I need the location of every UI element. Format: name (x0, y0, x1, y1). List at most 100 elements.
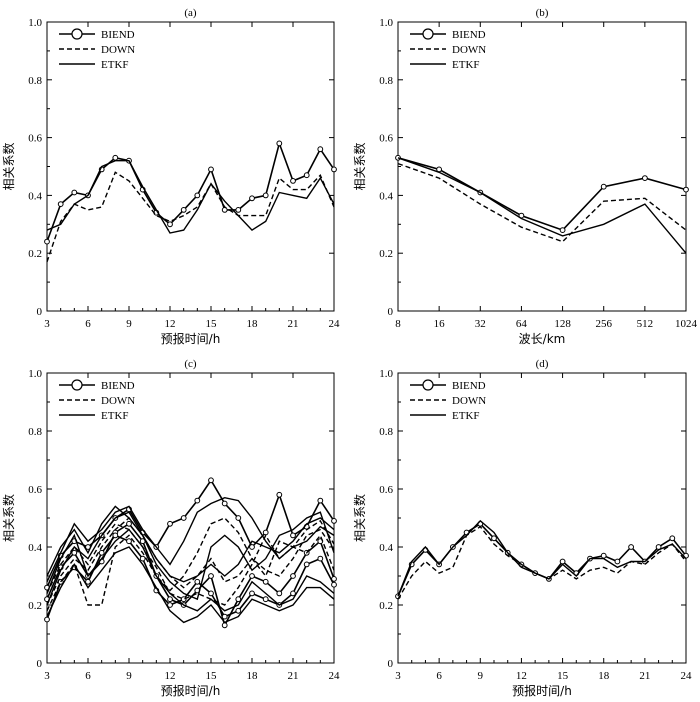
data-point-marker (290, 590, 296, 597)
data-point-marker (262, 578, 269, 585)
legend-label: DOWN (452, 395, 486, 407)
x-tick-label: 9 (478, 670, 484, 682)
data-point-marker (85, 578, 91, 585)
x-tick-label: 3 (44, 318, 50, 330)
series-line-etkf (46, 496, 335, 583)
x-tick-label: 15 (206, 318, 218, 330)
x-tick-label: 21 (639, 670, 650, 682)
series-line-etkf (397, 157, 687, 254)
chart-panel-b: 0 0.2 0.4 0.6 0.8 1.0 8 16 32 64 128 256 512 1024 (b) 波… (352, 7, 698, 346)
y-axis-label: 相关系数 (352, 494, 367, 542)
data-point-marker (71, 549, 78, 556)
data-point-marker (98, 549, 105, 556)
data-point-marker (600, 552, 607, 559)
x-tick-label: 9 (126, 670, 132, 682)
series-line-down (46, 517, 335, 612)
chart-panel-a: 0 0.2 0.4 0.6 0.8 1.0 3 6 9 12 15 18 21 24 (a) 预报时间/h 相关… (1, 7, 340, 346)
y-axis-label: 相关系数 (1, 494, 16, 542)
x-axis-label: 波长/km (519, 332, 566, 346)
legend-label: BIEND (452, 29, 486, 41)
y-axis-label: 相关系数 (1, 142, 16, 190)
data-point-marker (669, 535, 676, 542)
x-tick-label: 6 (85, 670, 91, 682)
series-line-down (46, 171, 335, 263)
data-point-marker (317, 497, 324, 504)
data-point-marker (290, 178, 296, 184)
data-point-marker (57, 201, 64, 208)
legend-label: BIEND (452, 380, 486, 392)
data-point-marker (126, 520, 132, 527)
data-point-marker (235, 207, 242, 213)
y-tick-label: 0 (37, 658, 43, 670)
y-tick-label: 1.0 (379, 17, 393, 29)
x-tick-label: 16 (434, 318, 446, 330)
legend-label: ETKF (101, 59, 129, 71)
y-tick-label: 0 (37, 306, 43, 318)
data-point-marker (208, 166, 214, 173)
x-tick-label: 8 (395, 318, 401, 330)
data-point-marker (112, 532, 119, 539)
legend-marker (71, 28, 83, 40)
data-point-marker (642, 175, 648, 182)
data-point-marker (290, 532, 296, 539)
data-point-marker (331, 518, 337, 524)
data-point-marker (112, 154, 119, 161)
series-line-down (397, 162, 687, 243)
legend-label: BIEND (101, 29, 135, 41)
y-tick-label: 0 (388, 658, 394, 670)
x-tick-label: 21 (288, 670, 299, 682)
legend-marker (422, 28, 434, 40)
data-point-marker (317, 555, 324, 562)
panel-title: (b) (536, 7, 549, 19)
series-line-etkf (397, 519, 687, 597)
data-point-marker (126, 538, 132, 545)
legend-label: DOWN (452, 44, 486, 56)
data-point-marker (180, 515, 187, 521)
x-axis-label: 预报时间/h (161, 683, 221, 698)
x-axis-label: 预报时间/h (512, 683, 572, 698)
legend-label: DOWN (101, 44, 135, 56)
x-tick-label: 1024 (675, 318, 698, 330)
series-line-etkf (46, 511, 335, 606)
data-point-marker (249, 544, 255, 550)
data-point-marker (249, 573, 255, 579)
data-point-marker (194, 497, 201, 504)
data-point-marker (235, 596, 242, 603)
y-tick-label: 0.4 (379, 190, 393, 202)
x-tick-label: 18 (247, 670, 259, 682)
data-point-marker (167, 602, 173, 608)
chart-panel-c: 0 0.2 0.4 0.6 0.8 1.0 3 6 9 12 15 18 21 24 (c) 预报时间/h 相关… (1, 358, 340, 698)
data-point-marker (221, 207, 228, 213)
y-tick-label: 0 (388, 306, 394, 318)
data-point-marker (614, 558, 621, 565)
x-tick-label: 12 (165, 318, 176, 330)
legend-marker (71, 379, 83, 391)
data-point-marker (221, 622, 228, 629)
y-tick-label: 0.4 (28, 190, 42, 202)
data-point-marker (303, 561, 310, 568)
y-axis-label: 相关系数 (352, 142, 367, 190)
data-point-marker (262, 596, 269, 603)
data-point-marker (331, 581, 337, 588)
y-tick-label: 0.8 (379, 426, 393, 438)
x-tick-label: 3 (44, 670, 50, 682)
series-line-etkf (46, 546, 335, 624)
panel-title: (c) (184, 358, 197, 370)
legend-label: DOWN (101, 395, 135, 407)
y-tick-label: 0.2 (379, 248, 393, 260)
y-tick-label: 0.2 (28, 248, 42, 260)
data-point-marker (208, 477, 214, 484)
data-point-marker (167, 520, 173, 527)
series-line-biend (46, 478, 335, 588)
x-tick-label: 9 (126, 318, 132, 330)
x-tick-label: 32 (475, 318, 486, 330)
y-tick-label: 0.6 (379, 484, 393, 496)
data-point-marker (139, 555, 146, 562)
data-point-marker (290, 573, 296, 579)
x-tick-label: 18 (598, 670, 610, 682)
y-tick-label: 0.6 (379, 133, 393, 145)
series-line-etkf (46, 505, 335, 583)
data-point-marker (331, 166, 337, 173)
data-point-marker (194, 192, 201, 199)
